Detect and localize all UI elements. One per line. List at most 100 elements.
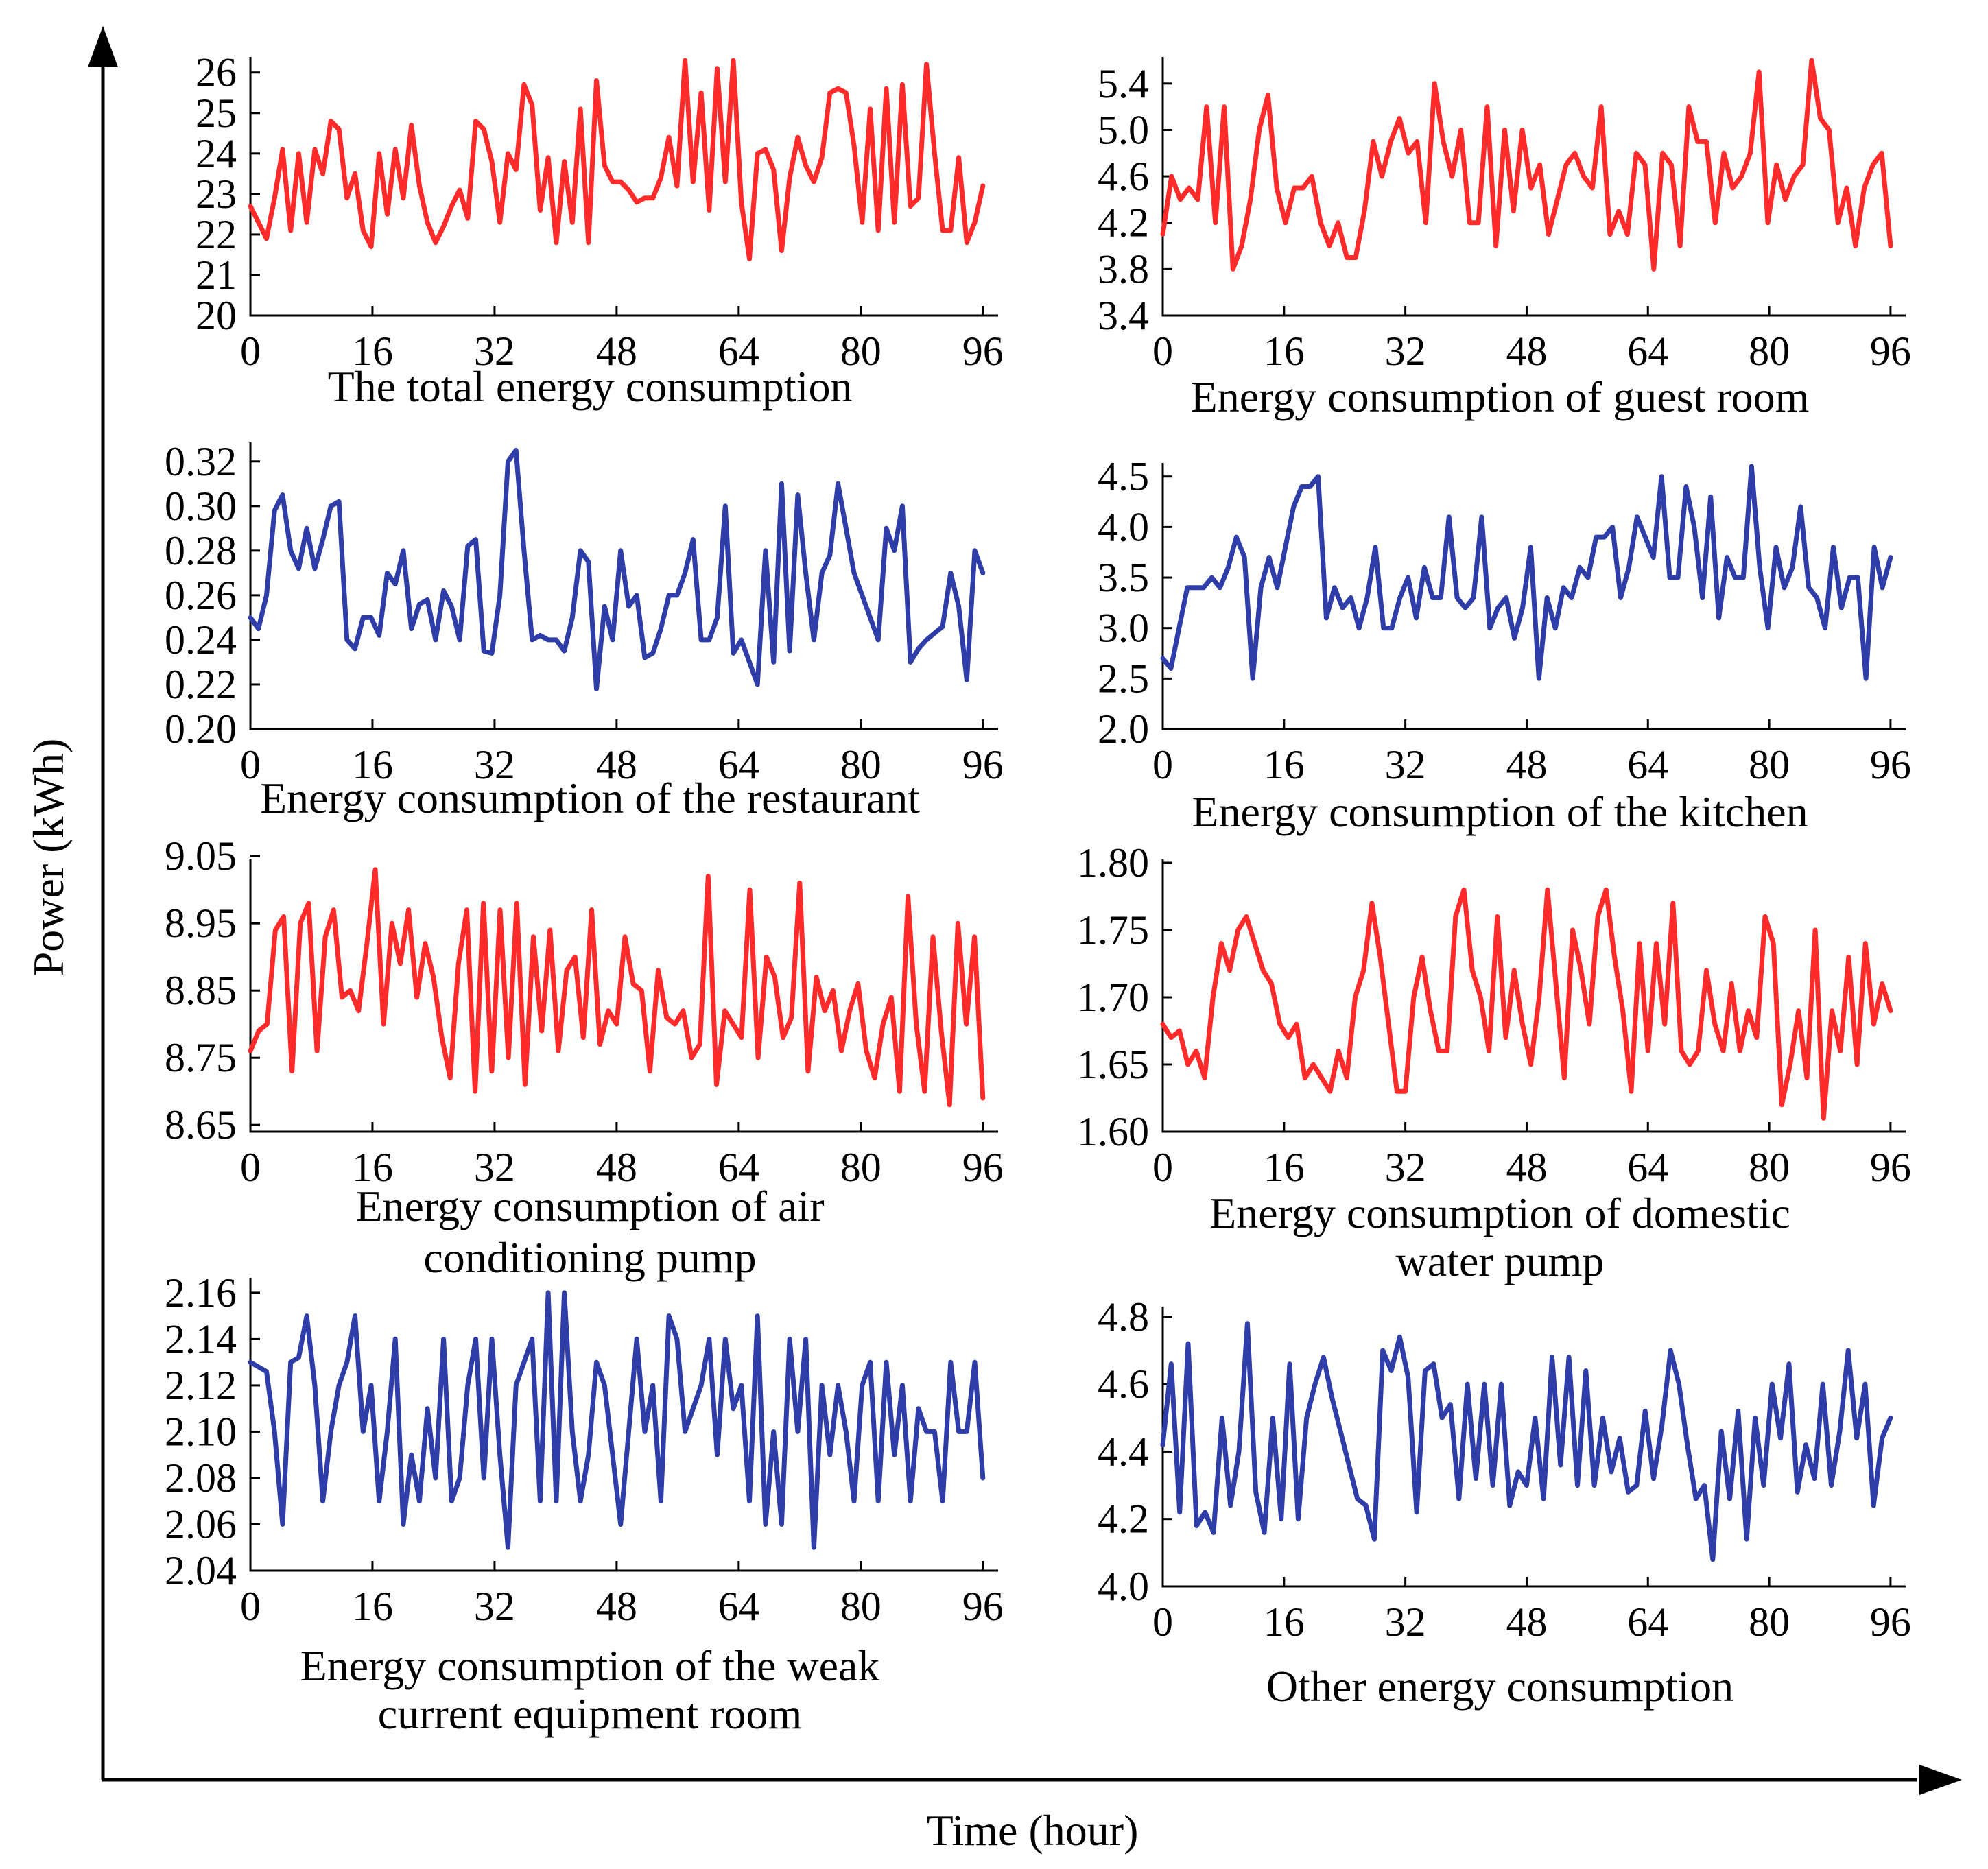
y-tick-label: 2.12 (165, 1363, 237, 1408)
y-tick-label: 25 (196, 91, 237, 136)
x-tick-label: 64 (1627, 742, 1668, 787)
y-tick-label: 2.16 (165, 1270, 237, 1316)
chart-title: Energy consumption of the weak (300, 1641, 880, 1690)
x-tick-label: 96 (1870, 742, 1911, 787)
x-tick-label: 48 (1506, 742, 1547, 787)
y-tick-label: 2.0 (1098, 706, 1149, 752)
y-tick-label: 22 (196, 212, 237, 257)
figure-y-label: Power (kWh) (24, 739, 73, 977)
y-tick-label: 3.4 (1098, 293, 1149, 338)
figure-canvas: Power (kWh) Time (hour) 0 16 32 48 64 80 96202… (0, 0, 1988, 1869)
y-tick-label: 8.85 (165, 968, 237, 1013)
y-tick-label: 2.08 (165, 1455, 237, 1501)
y-tick-label: 8.95 (165, 901, 237, 946)
figure-y-axis-arrow (88, 26, 118, 67)
series-line (1163, 60, 1891, 269)
y-tick-label: 26 (196, 50, 237, 95)
y-tick-label: 8.75 (165, 1035, 237, 1080)
chart-panel-4: 0 16 32 48 64 80 96 2.0 2.5 3.0 3.5 4.0 4.5 Energy co… (1098, 454, 1911, 836)
y-tick-label: 2.5 (1098, 656, 1149, 701)
y-tick-label: 1.60 (1077, 1109, 1149, 1154)
x-tick-label: 0 (240, 742, 261, 787)
x-tick-label: 16 (1264, 1145, 1305, 1190)
x-tick-label: 80 (840, 1584, 881, 1629)
y-tick-label: 4.8 (1098, 1294, 1149, 1340)
series-line (250, 1293, 983, 1547)
x-tick-label: 80 (1749, 329, 1790, 374)
x-tick-label: 64 (1627, 1599, 1668, 1645)
y-tick-label: 0.30 (165, 484, 237, 529)
x-tick-label: 80 (1749, 742, 1790, 787)
x-tick-label: 48 (1506, 1599, 1547, 1645)
y-tick-label: 0.24 (165, 617, 237, 663)
y-tick-label: 0.20 (165, 706, 237, 752)
y-tick-label: 1.75 (1077, 907, 1149, 953)
x-tick-label: 80 (1749, 1599, 1790, 1645)
y-tick-label: 1.65 (1077, 1042, 1149, 1087)
chart-title: water pump (1396, 1237, 1605, 1285)
figure-x-axis-arrow (1919, 1765, 1962, 1795)
y-tick-label: 23 (196, 171, 237, 217)
x-tick-label: 16 (352, 1584, 393, 1629)
chart-title: Energy consumption of the kitchen (1192, 787, 1808, 836)
y-tick-label: 5.0 (1098, 107, 1149, 152)
x-tick-label: 96 (1870, 1599, 1911, 1645)
figure-x-label: Time (hour) (927, 1806, 1139, 1855)
x-tick-label: 0 (240, 1145, 261, 1190)
x-tick-label: 32 (474, 1584, 515, 1629)
chart-panel-2: 0 16 32 48 64 80 96 3.43.84.24.65.05.4 Energy co… (1098, 57, 1911, 421)
x-tick-label: 0 (240, 329, 261, 374)
series-line (1163, 466, 1891, 678)
chart-panel-5: 0 16 32 48 64 80 96 8.65 8.75 8.85 8.95 9.05 Energy … (165, 833, 1004, 1282)
x-tick-label: 96 (962, 329, 1004, 374)
chart-title: Energy consumption of guest room (1191, 372, 1810, 421)
x-tick-label: 32 (1385, 1599, 1426, 1645)
chart-panel-3: 0 16 32 48 64 80 96 0.200.220.240.260.280.300.3… (165, 439, 1004, 822)
x-tick-label: 32 (1385, 329, 1426, 374)
y-tick-label: 3.0 (1098, 606, 1149, 651)
y-tick-label: 2.06 (165, 1501, 237, 1547)
x-tick-label: 0 (1152, 742, 1173, 787)
series-line (250, 451, 983, 689)
y-tick-label: 2.04 (165, 1548, 237, 1593)
y-tick-label: 4.5 (1098, 454, 1149, 499)
series-line (250, 60, 983, 259)
y-tick-label: 4.2 (1098, 1497, 1149, 1542)
chart-title: conditioning pump (423, 1233, 756, 1282)
x-tick-label: 64 (1627, 329, 1668, 374)
y-tick-label: 5.4 (1098, 61, 1149, 106)
y-tick-label: 0.22 (165, 662, 237, 707)
series-line (1163, 1324, 1891, 1560)
x-tick-label: 80 (840, 1145, 881, 1190)
x-tick-label: 32 (1385, 1145, 1426, 1190)
x-tick-label: 48 (596, 1584, 637, 1629)
chart-panel-8: 0 16 32 48 64 80 964.04.24.44.64.8Other energy… (1098, 1294, 1911, 1711)
x-tick-label: 16 (1264, 1599, 1305, 1645)
series-line (1163, 890, 1891, 1118)
chart-title: current equipment room (378, 1689, 802, 1738)
y-tick-label: 21 (196, 252, 237, 298)
y-tick-label: 0.26 (165, 573, 237, 618)
y-tick-label: 24 (196, 131, 237, 176)
y-tick-label: 0.32 (165, 439, 237, 484)
y-tick-label: 3.5 (1098, 555, 1149, 600)
x-tick-label: 96 (1870, 1145, 1911, 1190)
chart-panel-6: 0 16 32 48 64 80 96 1.60 1.65 1.70 1.75 1.80 Energy … (1077, 840, 1911, 1285)
x-tick-label: 64 (718, 1584, 759, 1629)
x-tick-label: 16 (1264, 329, 1305, 374)
chart-title: Energy consumption of domestic (1209, 1189, 1790, 1237)
series-line (250, 870, 983, 1105)
chart-title: Other energy consumption (1266, 1662, 1733, 1711)
x-tick-label: 96 (962, 1584, 1004, 1629)
y-tick-label: 4.6 (1098, 1361, 1149, 1407)
x-tick-label: 96 (962, 742, 1004, 787)
y-tick-label: 4.6 (1098, 154, 1149, 199)
x-tick-label: 0 (240, 1584, 261, 1629)
y-tick-label: 1.80 (1077, 840, 1149, 885)
x-tick-label: 96 (962, 1145, 1004, 1190)
x-tick-label: 96 (1870, 329, 1911, 374)
y-tick-label: 4.0 (1098, 504, 1149, 549)
y-tick-label: 4.0 (1098, 1564, 1149, 1609)
